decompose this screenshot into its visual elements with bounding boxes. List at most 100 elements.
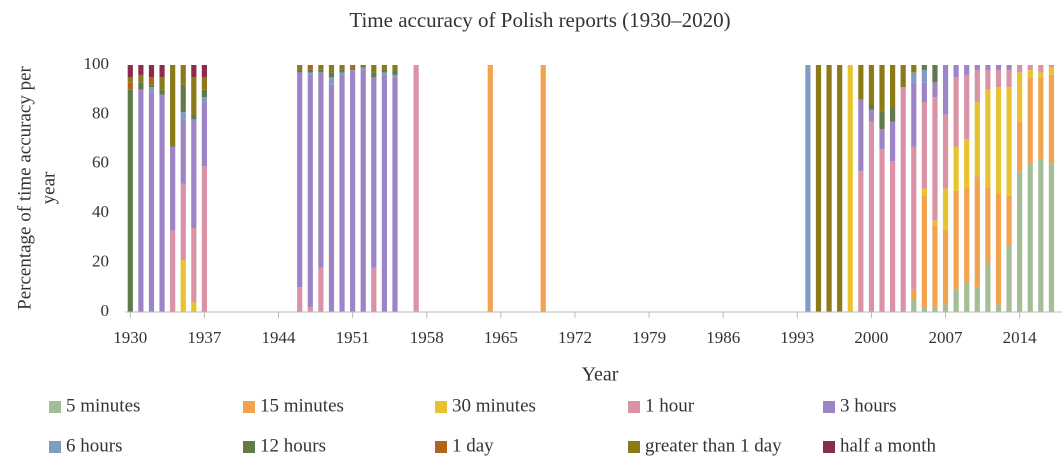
x-tick-label: 2014 <box>1003 328 1038 347</box>
bar-segment <box>974 176 980 288</box>
legend-label: half a month <box>840 435 937 456</box>
bar-segment <box>921 102 927 189</box>
bar-segment <box>138 82 144 90</box>
bar-segment <box>307 74 313 308</box>
legend-swatch <box>628 441 640 453</box>
bar-segment <box>201 89 208 98</box>
legend-swatch <box>435 401 447 413</box>
bar-segment <box>911 146 917 290</box>
bar-segment <box>985 65 991 70</box>
legend-label: 3 hours <box>840 395 896 416</box>
bar-segment <box>1006 69 1012 88</box>
bar-segment <box>995 69 1002 88</box>
bar-segment <box>942 65 949 115</box>
bar-segment <box>815 65 822 312</box>
bar-segment <box>995 193 1002 305</box>
bar-segment <box>900 87 906 312</box>
bar-segment <box>932 225 938 308</box>
bar-segment <box>1006 87 1012 196</box>
legend-swatch <box>49 401 61 413</box>
bar-segment <box>900 65 906 88</box>
bar-segment <box>932 97 938 221</box>
y-axis-title-line: Percentage of time accuracy per <box>14 65 35 309</box>
bar-segment <box>826 65 832 312</box>
bar-segment <box>350 69 356 73</box>
legend-swatch <box>823 441 835 453</box>
bar-segment <box>1017 65 1023 73</box>
bar-segment <box>953 190 959 290</box>
bar-segment <box>805 65 811 312</box>
bar-segment <box>191 302 197 312</box>
bar-segment <box>127 89 133 312</box>
y-tick-label: 40 <box>92 202 109 221</box>
bar-segment <box>381 74 387 312</box>
bar-segment <box>170 230 176 312</box>
bar-segment <box>889 121 896 162</box>
bar-segment <box>180 119 186 184</box>
legend-label: 6 hours <box>66 435 122 456</box>
bar-segment <box>964 65 970 75</box>
bar-segment <box>413 65 419 312</box>
bar-segment <box>1006 65 1012 70</box>
legend-swatch <box>49 441 61 453</box>
legend-label: 1 day <box>452 435 494 456</box>
x-tick-label: 1930 <box>113 328 147 347</box>
bar-segment <box>1038 77 1044 159</box>
legend-swatch <box>435 441 447 453</box>
bar-segment <box>985 188 991 263</box>
bar-segment <box>953 77 959 147</box>
bar-segment <box>868 104 875 110</box>
x-tick-label: 1965 <box>484 328 518 347</box>
bar-segment <box>191 119 197 229</box>
bar-segment <box>879 129 885 149</box>
bar-segment <box>328 72 335 78</box>
bar-segment <box>932 82 938 98</box>
bar-segment <box>879 148 885 312</box>
bar-segment <box>995 304 1002 312</box>
bar-segment <box>328 77 335 85</box>
chart-title: Time accuracy of Polish reports (1930–20… <box>349 8 730 32</box>
legend-label: greater than 1 day <box>645 435 782 456</box>
bar-segment <box>921 82 927 103</box>
bar-segment <box>911 289 917 300</box>
bar-segment <box>985 262 991 312</box>
bar-segment <box>180 260 186 312</box>
x-tick-label: 1944 <box>262 328 297 347</box>
bar-segment <box>297 287 303 312</box>
bar-segment <box>1038 65 1044 73</box>
bar-segment <box>911 299 917 312</box>
bar-segment <box>879 65 885 112</box>
bar-segment <box>371 77 377 268</box>
bar-segment <box>159 65 165 78</box>
bar-segment <box>1048 74 1055 164</box>
x-tick-label: 1958 <box>410 328 444 347</box>
bar-segment <box>932 220 938 226</box>
bar-segment <box>318 69 324 73</box>
bar-segment <box>350 67 356 70</box>
legend-label: 15 minutes <box>260 395 344 416</box>
y-tick-label: 20 <box>92 252 109 271</box>
bar-segment <box>932 65 938 83</box>
bar-segment <box>964 139 970 189</box>
bar-segment <box>127 65 133 78</box>
x-tick-label: 1979 <box>632 328 666 347</box>
x-tick-label: 1951 <box>336 328 370 347</box>
bar-segment <box>159 94 165 312</box>
bar-segment <box>974 65 980 70</box>
bar-segment <box>932 307 938 312</box>
bar-segment <box>953 146 959 191</box>
bar-segment <box>540 65 546 312</box>
bar-segment <box>921 307 927 312</box>
bar-segment <box>1017 121 1023 172</box>
bar-segment <box>1027 77 1033 164</box>
bar-segment <box>339 65 345 70</box>
bar-segment <box>191 228 197 303</box>
bar-segment <box>148 92 155 312</box>
bar-segment <box>138 74 144 83</box>
legend-label: 12 hours <box>260 435 326 456</box>
bar-segment <box>1048 67 1055 75</box>
bar-segment <box>487 65 493 312</box>
bar-segment <box>942 304 949 312</box>
bar-segment <box>1027 65 1033 70</box>
